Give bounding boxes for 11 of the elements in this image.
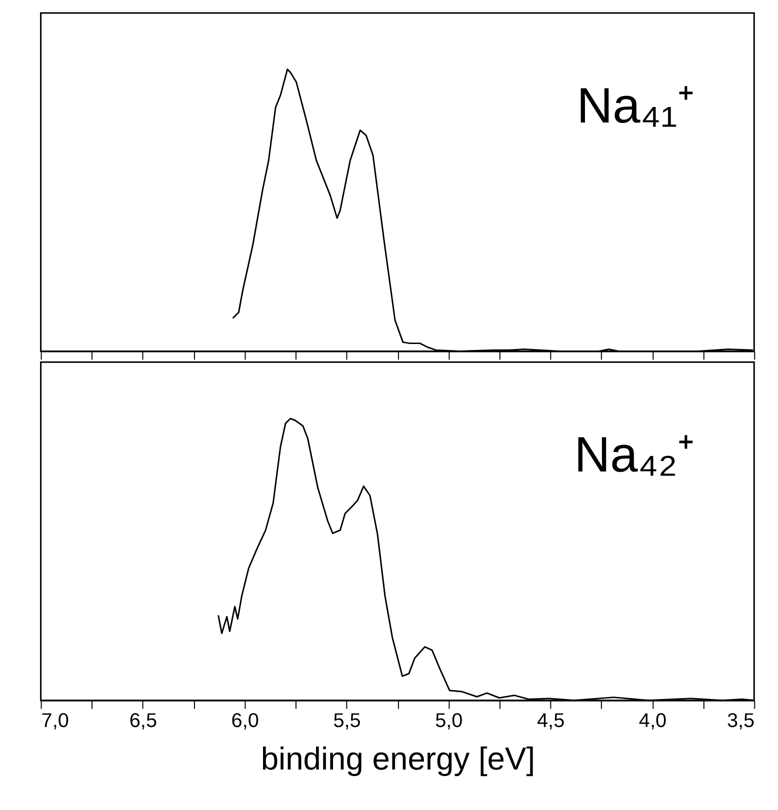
x-axis-title: binding energy [eV]: [260, 740, 536, 777]
x-tick-label: 6,5: [129, 710, 158, 732]
x-tick-label: 3,5: [726, 710, 755, 732]
x-tick-label: 4,5: [536, 710, 565, 732]
x-tick-label: 5,0: [435, 710, 463, 732]
x-tick-label: 5,5: [333, 710, 361, 732]
x-tick-label: 6,0: [231, 710, 259, 732]
x-tick-label: 4,0: [638, 710, 667, 732]
annotation: Na₄₂⁺: [574, 426, 694, 483]
x-tick-label: 7,0: [41, 710, 69, 732]
annotation: Na₄₁⁺: [576, 77, 694, 134]
